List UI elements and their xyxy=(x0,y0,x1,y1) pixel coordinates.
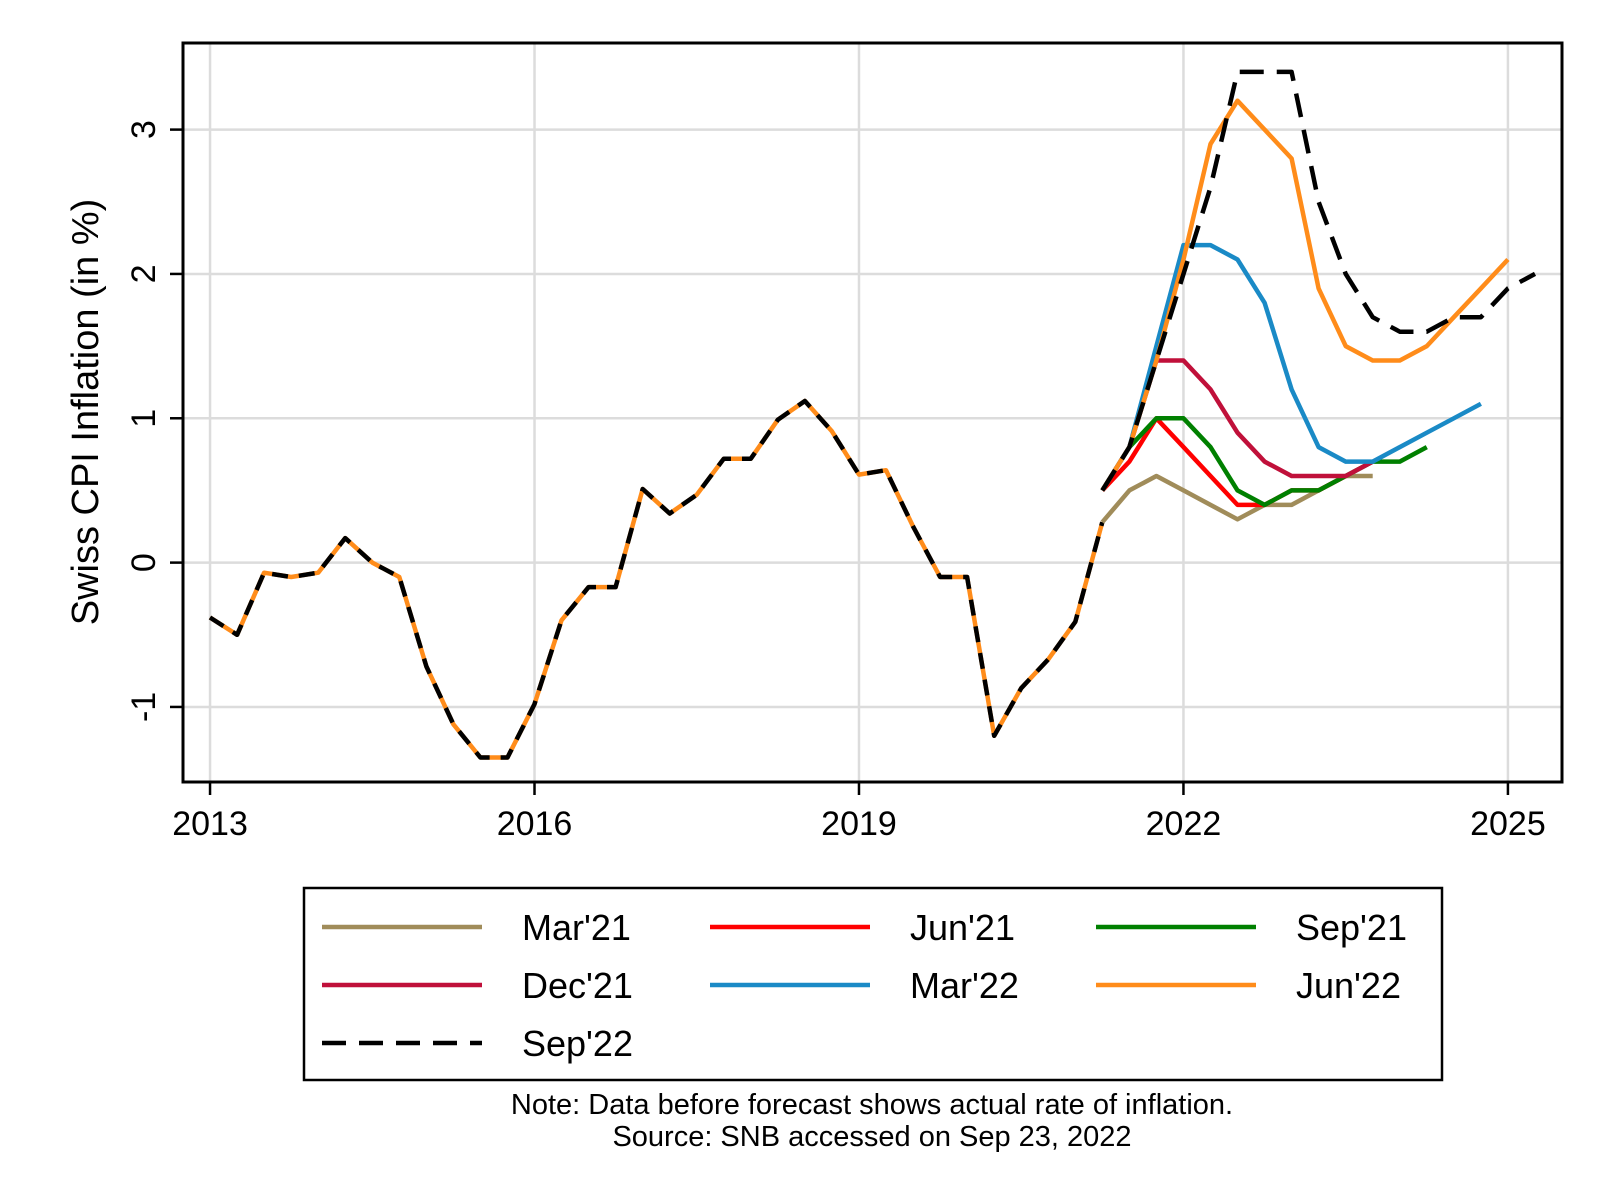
y-tick-label: 2 xyxy=(125,264,163,283)
legend-label-4: Mar'22 xyxy=(910,965,1019,1006)
x-tick-label: 2013 xyxy=(172,805,248,843)
plot-frame xyxy=(181,41,1564,784)
legend-label-0: Mar'21 xyxy=(522,907,631,948)
series-line-5 xyxy=(1100,98,1510,492)
grid-lines xyxy=(183,43,1562,782)
source-text: Source: SNB accessed on Sep 23, 2022 xyxy=(612,1121,1131,1153)
legend-label-3: Dec'21 xyxy=(522,965,633,1006)
note-text: Note: Data before forecast shows actual … xyxy=(511,1089,1233,1121)
legend-label-5: Jun'22 xyxy=(1296,965,1401,1006)
axes: 2013 2016 2019 2022 2025 -1 0 1 2 3 xyxy=(125,120,1546,843)
series-line-4 xyxy=(1100,242,1482,492)
series-line-3 xyxy=(1100,358,1374,492)
x-tick-label: 2022 xyxy=(1146,805,1222,843)
y-tick-label: -1 xyxy=(125,692,163,722)
series-lines xyxy=(208,69,1537,760)
legend-label-2: Sep'21 xyxy=(1296,907,1407,948)
y-tick-label: 0 xyxy=(125,553,163,572)
actual-history-dash xyxy=(208,398,1105,760)
series-line-6 xyxy=(1100,69,1537,492)
legend-label-1: Jun'21 xyxy=(910,907,1015,948)
y-tick-label: 1 xyxy=(125,409,163,428)
y-axis-title: Swiss CPI Inflation (in %) xyxy=(65,199,107,626)
legend: Mar'21 Jun'21 Sep'21 Dec'21 Mar'22 Jun'22 Sep'… xyxy=(322,907,1407,1064)
x-tick-label: 2025 xyxy=(1470,805,1546,843)
x-tick-label: 2019 xyxy=(821,805,897,843)
legend-label-6: Sep'22 xyxy=(522,1023,633,1064)
y-tick-label: 3 xyxy=(125,120,163,139)
x-tick-label: 2016 xyxy=(497,805,573,843)
